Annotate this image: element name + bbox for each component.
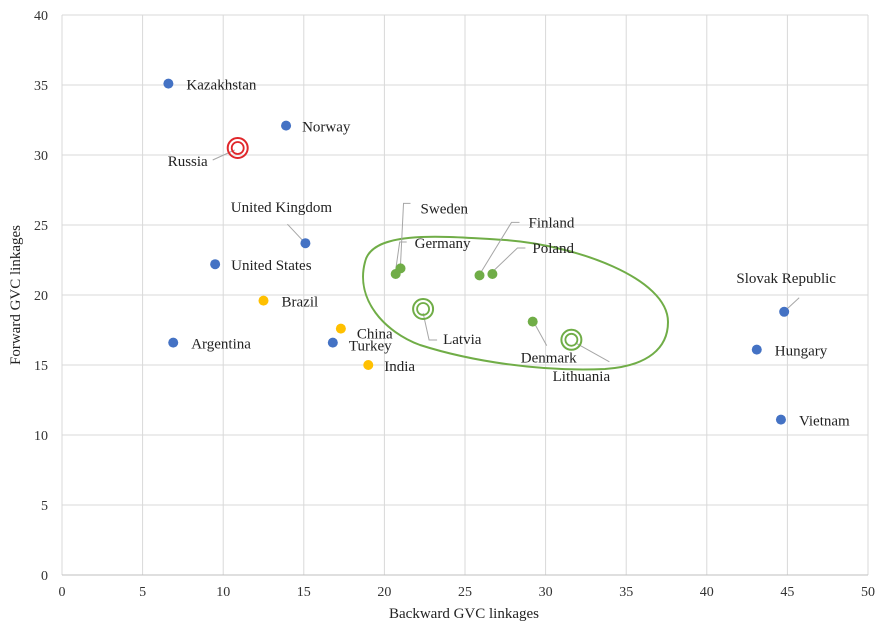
x-axis-title: Backward GVC linkages <box>389 606 539 622</box>
y-axis-title: Forward GVC linkages <box>8 225 24 365</box>
x-tick-label: 10 <box>216 585 230 600</box>
point-china <box>335 323 346 334</box>
point-argentina <box>168 337 179 348</box>
label-india: India <box>384 359 415 375</box>
point-norway <box>281 120 292 131</box>
point-india <box>363 360 374 370</box>
leader-line-germany <box>395 241 407 271</box>
label-hungary: Hungary <box>775 344 828 360</box>
point-slovak-republic <box>779 306 790 317</box>
label-norway: Norway <box>302 120 351 136</box>
x-tick-label: 20 <box>377 585 391 600</box>
x-tick-label: 15 <box>297 585 311 600</box>
label-slovak-republic: Slovak Republic <box>736 271 836 287</box>
point-kazakhstan <box>163 78 174 89</box>
label-finland: Finland <box>529 215 575 231</box>
highlight-ring-latvia <box>412 298 435 320</box>
label-united-kingdom: United Kingdom <box>231 200 333 216</box>
label-turkey: Turkey <box>349 339 392 355</box>
x-tick-label: 50 <box>861 585 875 600</box>
data-points <box>163 78 790 425</box>
label-china: China <box>357 327 393 343</box>
point-brazil <box>258 295 269 306</box>
point-vietnam <box>775 414 786 425</box>
x-tick-label: 30 <box>539 585 553 600</box>
tick-labels: 0 5 10 15 20 25 30 35 40 45 50 0 5 10 15 20 25 30 35 40 <box>34 9 875 600</box>
x-tick-label: 35 <box>619 585 633 600</box>
label-vietnam: Vietnam <box>799 414 850 430</box>
label-argentina: Argentina <box>191 337 251 353</box>
point-lithuania <box>564 332 579 347</box>
leader-line-denmark <box>535 325 548 346</box>
label-united-states: United States <box>231 258 312 274</box>
label-sweden: Sweden <box>421 201 469 217</box>
leader-line-russia <box>212 149 235 161</box>
point-turkey <box>327 337 338 348</box>
highlight-ring-russia <box>226 137 249 159</box>
y-tick-label: 20 <box>34 289 48 304</box>
y-tick-label: 30 <box>34 149 48 164</box>
y-tick-label: 40 <box>34 9 48 24</box>
leader-line-united-kingdom <box>287 223 303 241</box>
grid-lines <box>61 14 869 576</box>
y-tick-label: 35 <box>34 79 48 94</box>
y-tick-label: 5 <box>41 499 48 514</box>
y-tick-label: 10 <box>34 429 48 444</box>
leader-line-poland <box>494 247 526 271</box>
point-denmark <box>527 316 538 327</box>
leader-line-sweden <box>400 202 411 265</box>
label-kazakhstan: Kazakhstan <box>186 78 256 94</box>
leader-line-lithuania <box>575 342 610 363</box>
point-russia <box>230 141 245 155</box>
y-tick-label: 25 <box>34 219 48 234</box>
cluster-ellipse <box>362 235 670 371</box>
leader-lines <box>212 149 800 363</box>
x-tick-label: 40 <box>700 585 714 600</box>
highlight-ring-lithuania <box>560 328 583 351</box>
x-tick-label: 5 <box>139 585 146 600</box>
point-united-kingdom <box>300 238 311 249</box>
label-germany: Germany <box>415 236 471 252</box>
x-tick-label: 25 <box>458 585 472 600</box>
leader-line-finland <box>481 221 520 272</box>
point-latvia <box>416 302 430 316</box>
point-germany <box>390 269 401 279</box>
point-finland <box>474 270 485 281</box>
y-tick-label: 15 <box>34 359 48 374</box>
label-russia: Russia <box>168 154 208 170</box>
x-tick-label: 0 <box>59 585 66 600</box>
point-poland <box>487 269 498 279</box>
point-labels: Kazakhstan Norway Russia United Kingdom Unit… <box>168 78 850 430</box>
leader-line-latvia <box>422 312 438 341</box>
y-tick-label: 0 <box>41 569 48 584</box>
point-united-states <box>210 259 221 270</box>
label-latvia: Latvia <box>443 332 482 348</box>
label-brazil: Brazil <box>282 295 319 311</box>
label-denmark: Denmark <box>521 351 577 367</box>
point-hungary <box>751 344 762 355</box>
x-tick-label: 45 <box>780 585 794 600</box>
leader-line-slovak-republic <box>785 297 800 311</box>
label-lithuania: Lithuania <box>553 369 611 385</box>
label-poland: Poland <box>532 241 574 257</box>
